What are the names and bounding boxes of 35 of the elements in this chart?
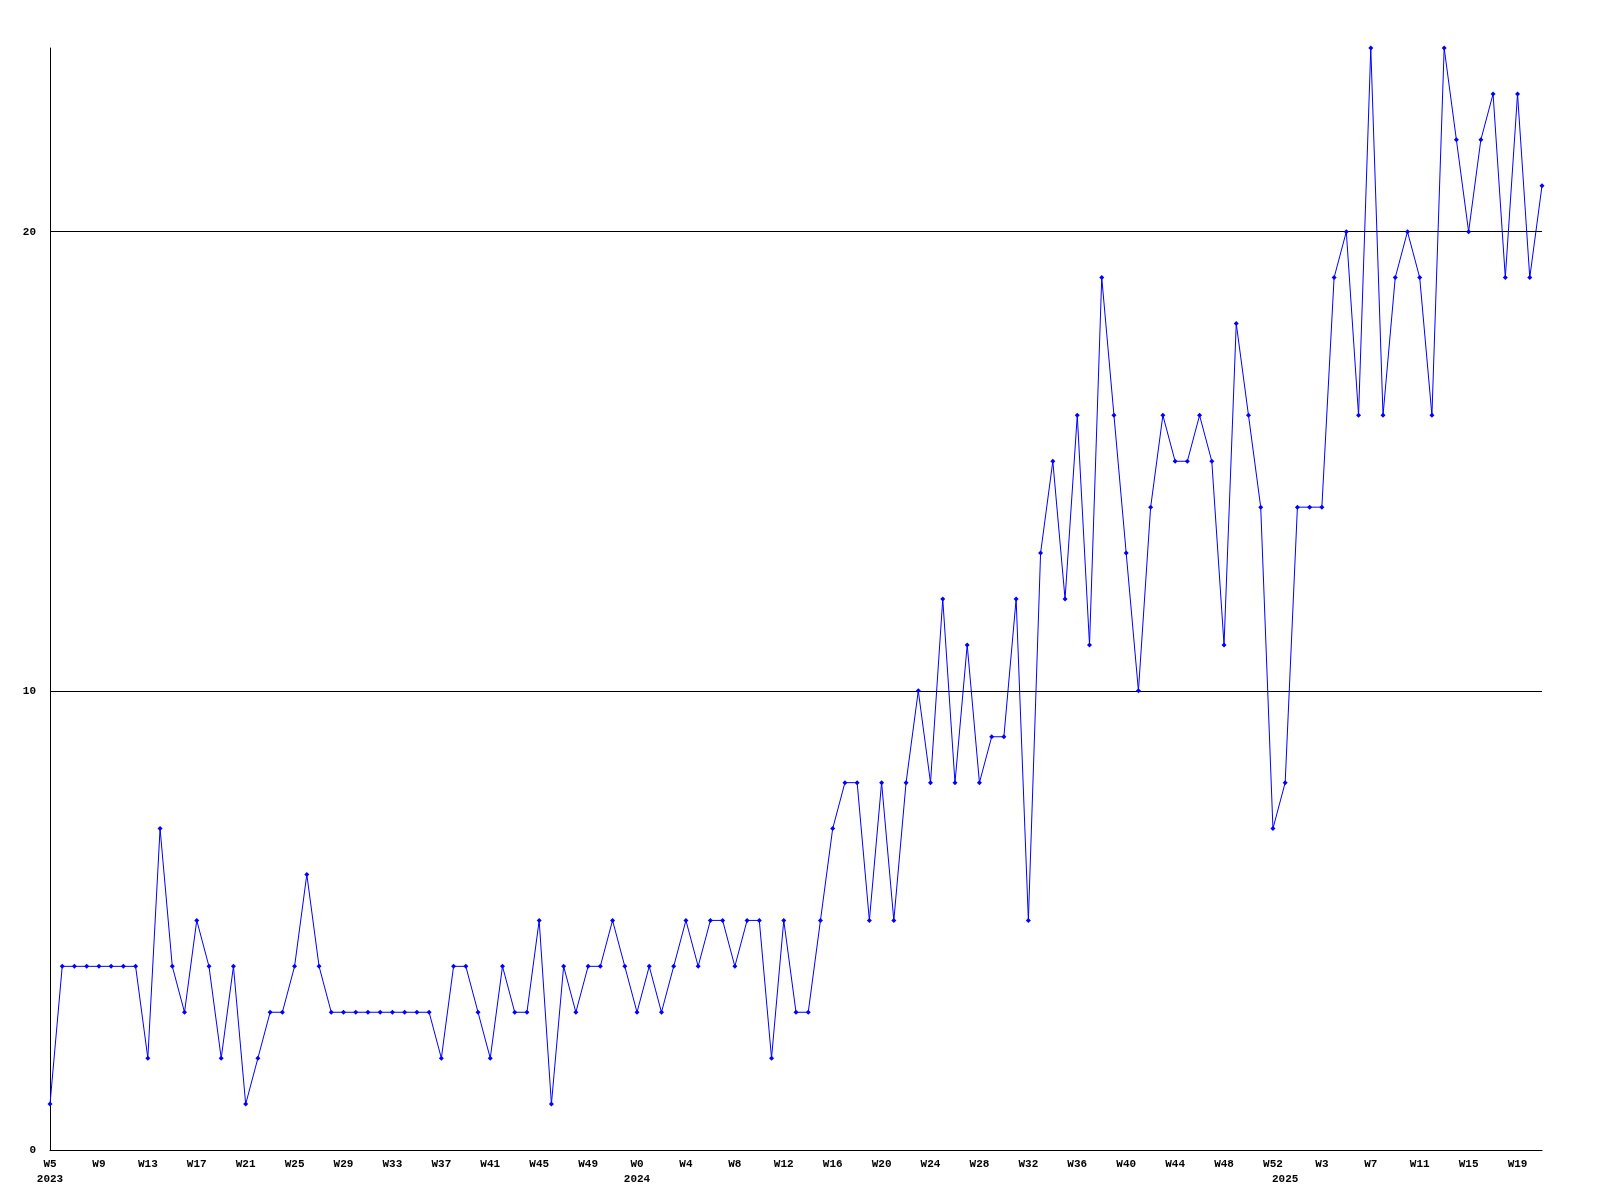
x-tick-label: W20 bbox=[871, 1157, 892, 1170]
y-tick-label: 0 bbox=[29, 1144, 36, 1156]
x-tick-label: W28 bbox=[969, 1157, 990, 1170]
x-tick-label: W11 bbox=[1409, 1157, 1430, 1170]
x-tick-label: W21 bbox=[235, 1157, 256, 1170]
x-tick-label: W41 bbox=[480, 1157, 501, 1170]
x-tick-label: W49 bbox=[578, 1157, 598, 1170]
x-tick-label: W24 bbox=[920, 1157, 941, 1170]
x-tick-label: W33 bbox=[382, 1157, 403, 1170]
y-tick-label: 20 bbox=[22, 225, 36, 238]
x-tick-label: W45 bbox=[529, 1157, 550, 1170]
x-tick-label: W37 bbox=[431, 1157, 452, 1170]
y-tick-label: 10 bbox=[22, 684, 36, 697]
x-tick-label: W25 bbox=[284, 1157, 305, 1170]
x-tick-label: W4 bbox=[679, 1157, 693, 1170]
x-tick-label: W9 bbox=[92, 1157, 106, 1170]
x-tick-label: W5 2023 bbox=[36, 1157, 64, 1185]
x-tick-label: W36 bbox=[1067, 1157, 1088, 1170]
x-tick-label: W8 bbox=[728, 1157, 742, 1170]
x-tick-label: W15 bbox=[1458, 1157, 1479, 1170]
x-tick-label: W0 2024 bbox=[623, 1157, 651, 1185]
x-tick-label: W17 bbox=[186, 1157, 207, 1170]
x-tick-label: W52 bbox=[1263, 1157, 1283, 1170]
x-tick-label: 2025 bbox=[1271, 1172, 1299, 1185]
x-tick-label: W13 bbox=[137, 1157, 159, 1170]
x-tick-label: W7 bbox=[1364, 1157, 1378, 1170]
x-tick-label: W19 bbox=[1507, 1157, 1528, 1170]
x-tick-label: W40 bbox=[1116, 1157, 1137, 1170]
x-tick-label: W48 bbox=[1214, 1157, 1235, 1170]
x-tick-label: W32 bbox=[1018, 1157, 1039, 1170]
x-tick-label: W44 bbox=[1165, 1157, 1186, 1170]
x-tick-label: W16 bbox=[822, 1157, 843, 1170]
x-tick-label: W3 bbox=[1315, 1157, 1329, 1170]
x-tick-label: W12 bbox=[773, 1157, 794, 1170]
x-tick-label: W29 bbox=[333, 1157, 354, 1170]
